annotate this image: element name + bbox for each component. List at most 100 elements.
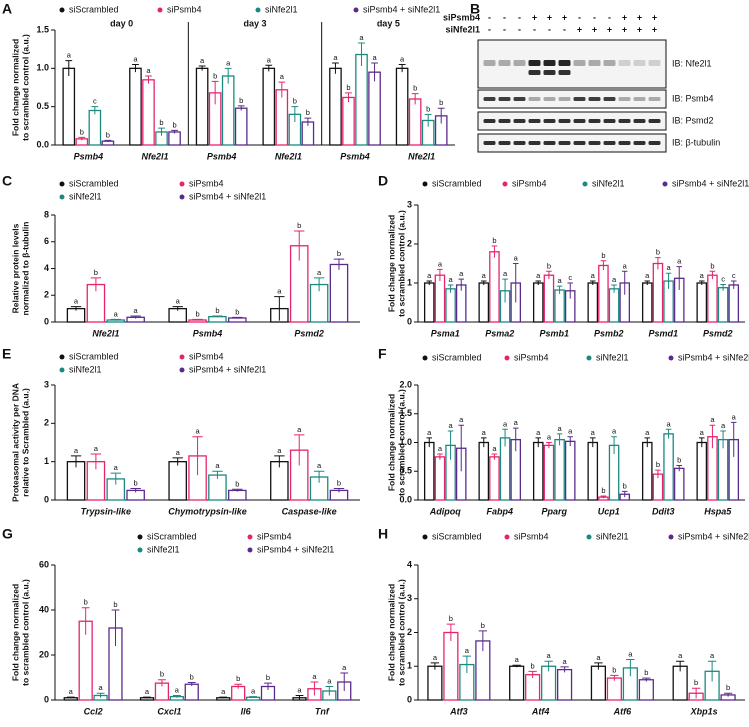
bar: [587, 282, 599, 323]
significance-letter: a: [297, 425, 302, 434]
error-bar: [491, 453, 498, 460]
significance-letter: a: [359, 33, 364, 42]
significance-letter: a: [710, 415, 715, 424]
blot-band: [573, 97, 586, 101]
significance-letter: a: [145, 687, 150, 696]
significance-letter: b: [413, 84, 417, 93]
bar: [342, 96, 355, 146]
bar: [427, 665, 443, 701]
legend-marker: [662, 181, 668, 187]
y-tick-label: 0.5: [399, 466, 412, 476]
x-tick-label: Psmb4: [340, 151, 370, 161]
error-bar: [211, 80, 219, 105]
error-bar: [294, 434, 305, 466]
bar: [608, 288, 620, 323]
legend-marker: [255, 7, 261, 13]
blot-band: [633, 97, 646, 101]
legend-label: siNfe2l1: [69, 364, 102, 374]
error-bar: [655, 257, 661, 270]
y-axis-label: Fold change normalized: [386, 215, 396, 312]
significance-letter: a: [700, 271, 705, 280]
error-bar: [644, 280, 651, 285]
significance-letter: b: [213, 71, 217, 80]
error-bar: [626, 659, 635, 677]
blot-band: [513, 141, 526, 145]
error-bar: [426, 437, 433, 448]
significance-letter: a: [515, 655, 520, 664]
significance-letter: a: [221, 687, 226, 696]
legend-label: siScrambled: [69, 178, 119, 188]
bar: [368, 71, 381, 146]
x-tick-label: Fabp4: [486, 506, 513, 516]
bar: [532, 282, 544, 323]
legend-marker: [502, 181, 508, 187]
error-bar: [447, 430, 454, 460]
error-bar: [589, 437, 596, 448]
y-axis-label: normalized to β-tubulin: [20, 222, 30, 316]
legend-label: siPsmb4 + siNfe2l1: [189, 364, 266, 374]
legend-label: siNfe2l1: [596, 531, 629, 541]
significance-letter: a: [700, 428, 705, 437]
blot-band: [573, 60, 586, 66]
significance-letter: a: [74, 297, 79, 306]
lane-sign: +: [547, 12, 552, 22]
significance-letter: b: [266, 673, 270, 682]
significance-letter: b: [623, 481, 627, 490]
x-tick-label: Xbp1s: [690, 706, 718, 716]
significance-letter: c: [721, 275, 725, 284]
error-bar: [340, 672, 349, 691]
y-axis-label: relative to Scrambled (a.u.): [20, 388, 30, 497]
significance-letter: a: [146, 66, 151, 75]
bar: [598, 264, 609, 323]
significance-letter: a: [666, 419, 671, 428]
error-bar: [96, 692, 105, 698]
x-tick-label: Psmb4: [74, 151, 104, 161]
bar: [564, 440, 576, 501]
bar: [525, 674, 541, 701]
significance-letter: a: [459, 269, 464, 278]
lane-sign: -: [503, 12, 506, 22]
y-tick-label: 1: [407, 661, 412, 671]
significance-letter: a: [591, 428, 596, 437]
x-tick-label: Psmb1: [539, 328, 569, 338]
significance-letter: a: [312, 672, 317, 681]
y-tick-label: 1: [407, 277, 412, 287]
significance-letter: a: [678, 651, 683, 660]
bar: [641, 282, 653, 323]
blot-frame: [477, 111, 667, 131]
bar: [142, 79, 155, 146]
bar: [606, 677, 622, 701]
legend-marker: [59, 354, 65, 360]
legend-label: siNfe2l1: [596, 352, 629, 362]
significance-letter: a: [67, 51, 72, 60]
blot-band: [498, 97, 511, 101]
significance-letter: b: [134, 478, 138, 487]
significance-letter: b: [172, 120, 176, 129]
error-bar: [560, 666, 569, 673]
lane-sign: -: [518, 24, 521, 34]
significance-letter: a: [98, 683, 103, 692]
significance-letter: b: [644, 668, 648, 677]
lane-sign: -: [518, 12, 521, 22]
y-axis-label: Fold change normalized: [386, 584, 396, 681]
bar: [355, 53, 368, 146]
y-axis-label: Proteasomal activity per DNA: [10, 383, 20, 502]
significance-letter: b: [492, 236, 496, 245]
significance-letter: a: [645, 428, 650, 437]
legend-label: siPsmb4 + siNfe2l1: [363, 4, 440, 14]
error-bar: [426, 280, 433, 285]
blot-band: [618, 141, 631, 145]
group-label: day 0: [110, 18, 133, 28]
legend-marker: [582, 181, 588, 187]
error-bar: [437, 268, 443, 282]
lane-sign: +: [577, 24, 582, 34]
error-bar: [707, 660, 717, 682]
significance-letter: b: [84, 598, 88, 607]
legend-marker: [586, 355, 592, 361]
error-bar: [556, 285, 563, 294]
error-bar: [478, 630, 488, 652]
bar: [663, 433, 674, 501]
lane-sign: +: [532, 12, 537, 22]
significance-letter: b: [337, 478, 341, 487]
x-tick-label: Psmd1: [648, 328, 678, 338]
